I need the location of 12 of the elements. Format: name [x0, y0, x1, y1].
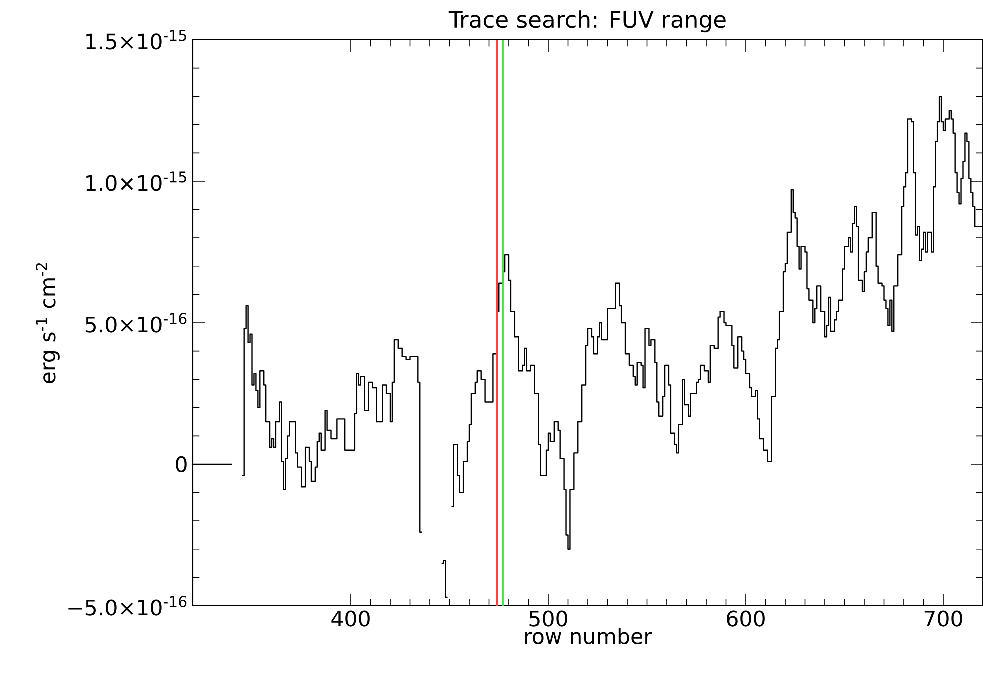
y-tick-label: 5.0×10$^{-16}$	[86, 313, 187, 333]
x-tick-label: 600	[727, 610, 765, 627]
x-tick-label: 400	[332, 610, 370, 627]
y-tick-label: −5.0×10$^{-16}$	[68, 596, 187, 616]
y-axis-title: erg s$^{-1}$ cm$^{-2}$	[36, 263, 60, 384]
y-tick-label: 1.5×10$^{-15}$	[86, 30, 186, 50]
x-tick-label: 500	[530, 610, 568, 627]
y-tick-label: 0	[176, 456, 187, 473]
x-tick-label: 700	[924, 610, 962, 627]
chart-title: Trace search: FUV range	[448, 10, 726, 33]
y-tick-label: 1.0×10$^{-15}$	[86, 172, 186, 192]
x-axis-title: row number	[526, 628, 652, 644]
